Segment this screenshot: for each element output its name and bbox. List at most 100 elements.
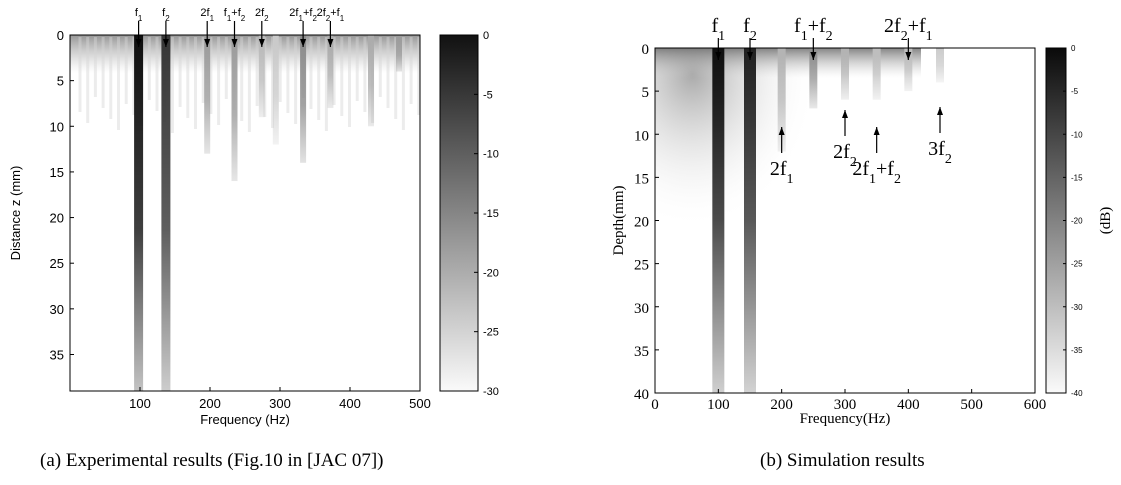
experimental-heatmap-chart: 100 200 300 400 500 0 5 10 15 20 25 30 35 Frequency (…	[8, 7, 499, 427]
colorbar-tick-label: -25	[483, 327, 499, 339]
background-stripe	[386, 37, 390, 108]
background-stripe	[170, 37, 174, 133]
colorbar-tick-label: -20	[483, 267, 499, 279]
background-stripe	[340, 37, 344, 116]
x-axis-label: Frequency (Hz)	[200, 412, 290, 427]
harmonic-column	[841, 48, 849, 100]
colorbar-tick-label: -5	[1071, 87, 1079, 96]
x-tick-label: 400	[339, 396, 361, 411]
colorbar-tick-label: -10	[1071, 130, 1083, 139]
annotation-label: 2f1	[770, 158, 794, 187]
background-stripe	[124, 37, 128, 104]
colorbar-tick-label: -15	[1071, 173, 1083, 182]
background-stripe	[186, 37, 190, 118]
y-tick-label: 20	[50, 211, 64, 226]
background-stripe	[86, 37, 90, 123]
surface-band	[70, 35, 420, 73]
annotation-arrow-head	[135, 39, 142, 47]
harmonic-column	[904, 48, 913, 92]
annotation-label: f1+f2	[794, 15, 833, 44]
y-tick-label: 40	[634, 387, 649, 403]
x-tick-label: 400	[897, 397, 920, 413]
background-stripe	[255, 37, 259, 106]
background-stripe	[332, 37, 336, 105]
annotation-label: f1	[135, 7, 143, 23]
colorbar-tick-label: -20	[1071, 217, 1083, 226]
annotation-arrow-head	[810, 52, 817, 60]
background-stripe	[271, 37, 274, 128]
colorbar-tick-label: -30	[483, 386, 499, 398]
y-tick-label: 5	[642, 85, 650, 101]
annotation-label: 2f1+f2	[289, 7, 317, 23]
surface-band	[655, 48, 921, 78]
y-tick-label: 25	[50, 256, 64, 271]
background-stripe	[201, 37, 205, 103]
background-stripe	[101, 37, 105, 108]
y-tick-label: 30	[50, 302, 64, 317]
plot-area	[70, 35, 420, 391]
y-tick-label: 30	[634, 301, 649, 317]
background-stripe	[317, 37, 321, 120]
background-stripe	[324, 37, 328, 131]
harmonic-column	[204, 35, 211, 154]
annotation-label: f2	[743, 15, 757, 44]
harmonic-column	[258, 35, 265, 118]
caption-b: (b) Simulation results	[760, 450, 925, 471]
background-stripe	[394, 37, 398, 119]
annotation-arrow-head	[300, 39, 307, 47]
background-stripe	[93, 37, 97, 97]
colorbar-tick-label: -15	[483, 208, 499, 220]
x-tick-label: 300	[834, 397, 857, 413]
background-stripe	[286, 37, 290, 113]
harmonic-column	[396, 35, 402, 72]
annotation-label: 2f2+f1	[317, 7, 345, 23]
background-stripe	[401, 37, 405, 130]
y-tick-label: 25	[634, 258, 649, 274]
colorbar	[439, 34, 479, 392]
background-stripe	[147, 37, 151, 100]
y-tick-label: 0	[57, 28, 64, 43]
background-stripe	[132, 37, 136, 115]
y-tick-label: 20	[634, 215, 649, 231]
panel-experimental: 100 200 300 400 500 0 5 10 15 20 25 30 35 Frequency (…	[0, 0, 560, 485]
annotation-label: 3f2	[928, 138, 952, 167]
annotation-arrow-head	[715, 52, 722, 60]
x-tick-label: 500	[409, 396, 431, 411]
y-tick-label: 0	[642, 42, 650, 58]
background-stripe	[247, 37, 251, 132]
background-stripe	[417, 37, 421, 115]
background-stripe	[378, 37, 382, 97]
background-stripe	[348, 37, 351, 127]
harmonic-column	[936, 48, 944, 83]
background-stripe	[309, 37, 313, 109]
x-tick-label: 300	[269, 396, 291, 411]
annotation-arrow-head	[327, 39, 334, 47]
background-stripe	[109, 37, 113, 119]
annotation-label: 2f1+f2	[852, 158, 901, 187]
x-tick-label: 0	[651, 397, 659, 413]
annotation-label: 2f2	[255, 7, 269, 23]
x-axis-label: Frequency(Hz)	[800, 411, 891, 427]
annotation-arrow-head	[873, 127, 880, 135]
annotation-label: f1+f2	[224, 7, 246, 23]
background-stripe	[155, 37, 159, 111]
harmonic-column	[161, 35, 171, 391]
y-tick-label: 10	[50, 119, 64, 134]
colorbar-label: (dB)	[1098, 207, 1114, 235]
y-axis-label: Depth(mm)	[611, 186, 627, 256]
harmonic-column	[712, 48, 725, 393]
annotation-arrow-head	[778, 127, 785, 135]
annotation-label: f1	[711, 15, 725, 44]
background-stripe	[363, 37, 367, 112]
x-tick-label: 100	[129, 396, 151, 411]
harmonic-column	[368, 35, 374, 127]
annotation-arrow-head	[258, 39, 265, 47]
simulation-heatmap-chart: 0 100 200 300 400 500 600 0 5 10 15 20 25 30 35 40 Frequ…	[611, 15, 1114, 427]
colorbar-tick-label: -35	[1071, 346, 1083, 355]
colorbar-tick-label: 0	[483, 30, 489, 42]
background-stripe	[217, 37, 221, 125]
colorbar-tick-label: 0	[1071, 44, 1076, 53]
annotation-arrow-head	[905, 52, 912, 60]
background-stripe	[194, 37, 197, 129]
x-tick-label: 500	[960, 397, 983, 413]
